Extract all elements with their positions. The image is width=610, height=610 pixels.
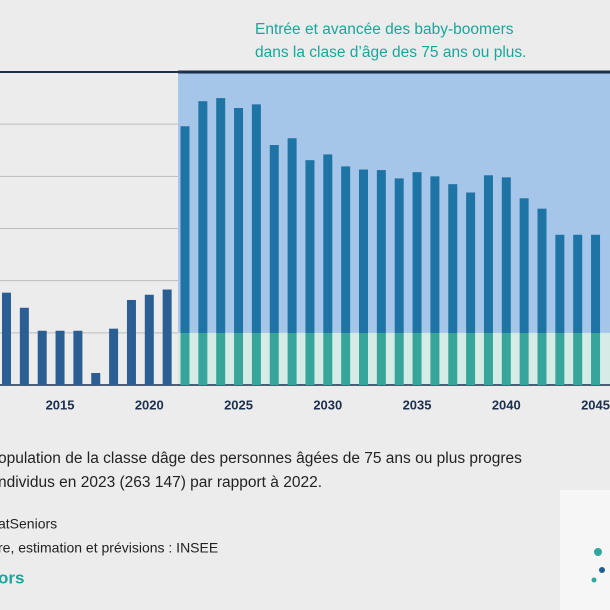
bar xyxy=(287,138,297,385)
bar xyxy=(109,328,119,385)
bar xyxy=(573,234,583,385)
source: atSeniors xyxy=(0,516,57,532)
bar xyxy=(162,289,172,385)
x-tick-label: 2025 xyxy=(224,397,253,412)
bar xyxy=(376,170,386,385)
x-tick-label: 2045 xyxy=(581,397,610,412)
annotation: Entrée et avancée des baby-boomers xyxy=(255,21,514,38)
bar xyxy=(430,176,440,385)
bar xyxy=(216,98,226,385)
logo-dot xyxy=(591,577,597,583)
bar xyxy=(466,192,476,385)
bar xyxy=(144,294,154,385)
logo-box xyxy=(560,490,610,610)
bar xyxy=(234,107,244,386)
bar xyxy=(2,292,11,385)
annotation: dans la clase d’âge des 75 ans ou plus. xyxy=(255,44,526,61)
logo-dot xyxy=(599,567,605,573)
bar xyxy=(555,234,565,385)
bar xyxy=(91,373,101,385)
x-tick-label: 2020 xyxy=(135,397,164,412)
bar xyxy=(394,178,404,385)
bar xyxy=(19,307,29,385)
source: re, estimation et prévisions : INSEE xyxy=(0,540,218,556)
x-tick-label: 2015 xyxy=(46,397,75,412)
bar xyxy=(519,198,529,385)
brand: ors xyxy=(0,568,24,587)
bar xyxy=(537,208,547,385)
logo-dot xyxy=(594,548,602,556)
caption: opulation de la classe dâge des personne… xyxy=(0,450,522,467)
bar xyxy=(251,104,261,386)
bar xyxy=(126,299,136,385)
bar xyxy=(591,234,601,385)
bar xyxy=(180,126,190,386)
bar xyxy=(483,175,493,385)
bar xyxy=(359,169,368,385)
bar xyxy=(323,154,333,385)
plot: 2015 2020 2025 2030 2035 2040 2045 xyxy=(0,70,610,412)
bar xyxy=(305,160,315,385)
bar xyxy=(341,166,351,385)
x-tick-label: 2035 xyxy=(403,397,432,412)
bar xyxy=(55,330,65,385)
bar xyxy=(37,330,47,385)
x-tick-label: 2030 xyxy=(313,397,342,412)
bar xyxy=(198,101,208,386)
bar xyxy=(269,145,279,385)
bar xyxy=(73,330,83,385)
bar xyxy=(501,177,511,385)
caption: ndividus en 2023 (263 147) par rapport à… xyxy=(0,474,322,491)
x-tick-label: 2040 xyxy=(492,397,521,412)
bar xyxy=(412,172,422,385)
bar xyxy=(448,184,458,385)
